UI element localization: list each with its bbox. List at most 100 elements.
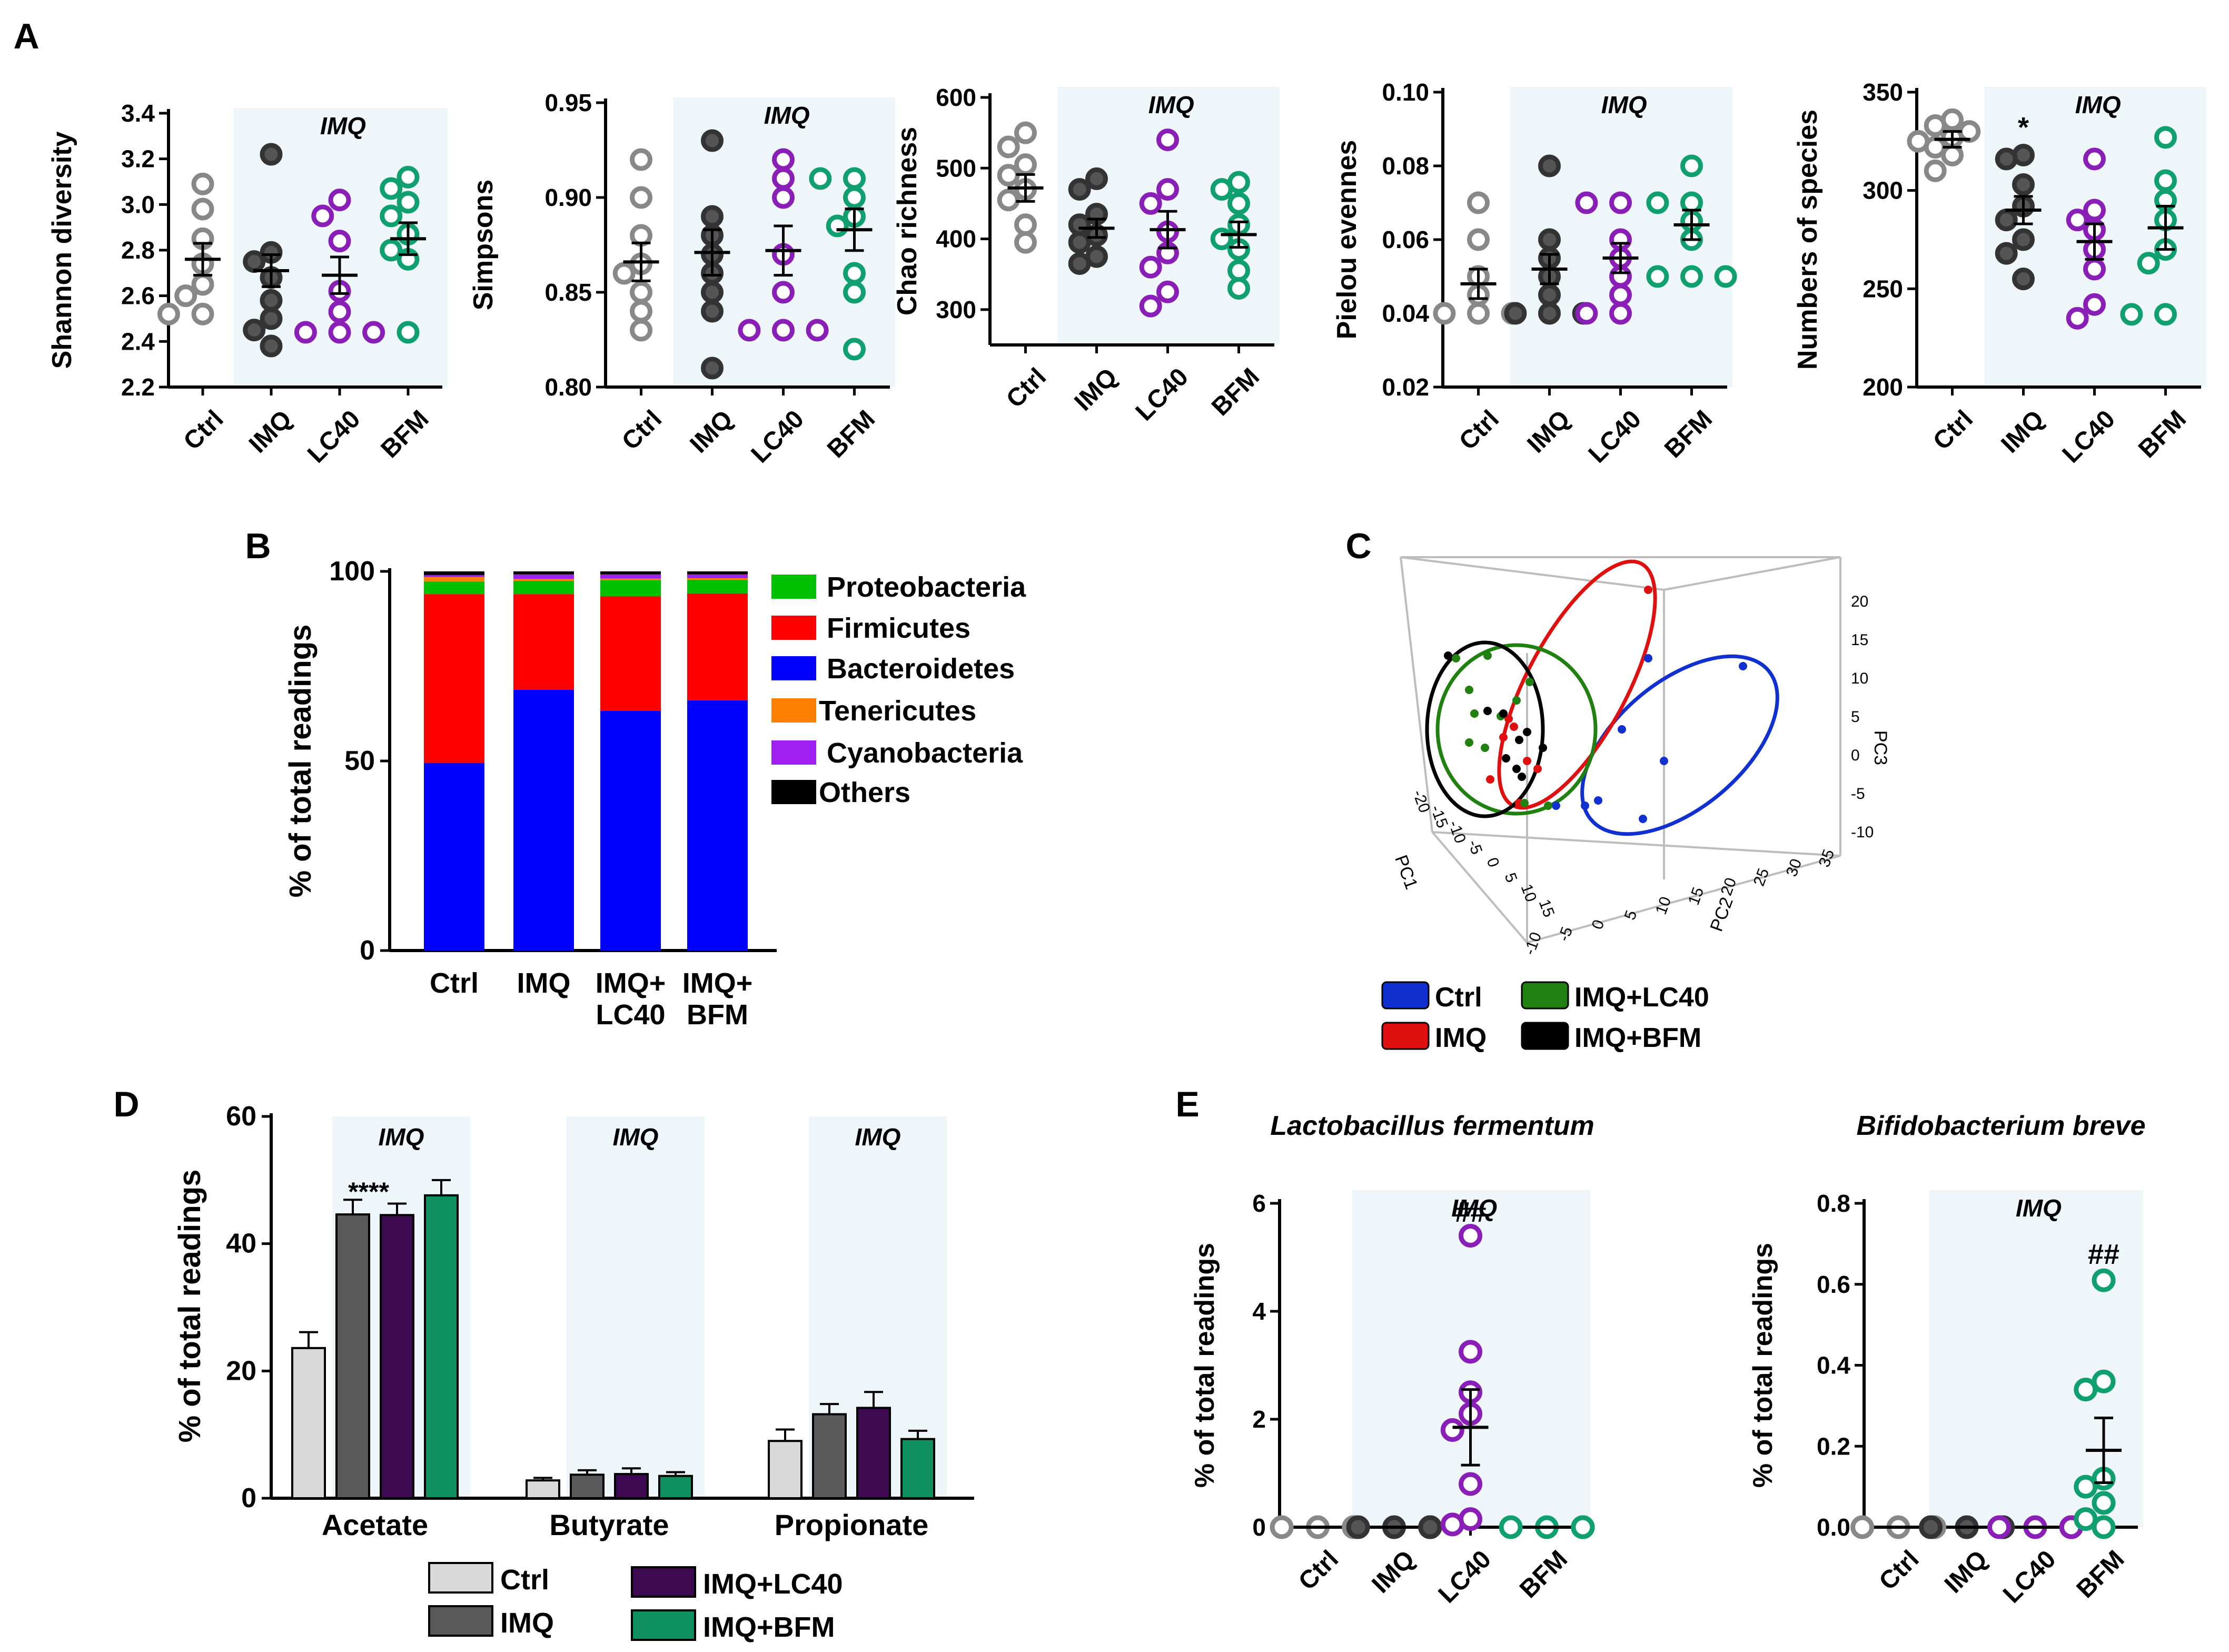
B-legend-swatch xyxy=(771,575,816,599)
B-bar-proteobacteria xyxy=(687,579,748,593)
A4-point-lc40 xyxy=(1609,283,1632,306)
A1-point-lc40 xyxy=(328,189,351,212)
B-category-label: LC40 xyxy=(596,999,665,1031)
B-bar-others xyxy=(687,571,748,575)
A3-point-lc40 xyxy=(1156,178,1179,201)
A2-point-lc40 xyxy=(772,186,795,209)
A3-point-imq xyxy=(1068,231,1091,254)
A3-point-imq xyxy=(1068,178,1091,201)
E1-point-imq xyxy=(1418,1515,1442,1539)
C-pc3-tick: 20 xyxy=(1851,593,1868,610)
A3-ytick-label: 600 xyxy=(936,84,976,111)
D-legend-swatch xyxy=(631,1566,696,1598)
A1-ytick-label: 2.4 xyxy=(121,328,155,355)
C-legend-swatch xyxy=(1521,981,1569,1010)
A3-ylabel: Chao richness xyxy=(892,127,923,315)
A5-point-bfm xyxy=(2154,303,2177,326)
A3-category-ctrl: Ctrl xyxy=(1001,363,1052,413)
E1-point-bfm xyxy=(1499,1515,1523,1539)
A4-imq-label: IMQ xyxy=(1601,91,1647,118)
A2-point-imq xyxy=(701,357,724,380)
A1-point-imq xyxy=(260,307,283,330)
A4-point-imq xyxy=(1538,302,1561,325)
B-bar-bacteroidetes xyxy=(687,700,748,951)
B-bar-others xyxy=(424,571,484,576)
B-legend-firmicutes: Firmicutes xyxy=(827,612,970,644)
B-ytick-label: 50 xyxy=(344,746,375,776)
E2-category-bfm: BFM xyxy=(2072,1545,2130,1604)
D-bar-imq+lc40 xyxy=(614,1473,649,1499)
C-point-imq+bfm xyxy=(1483,707,1492,715)
E1-point-bfm xyxy=(1571,1515,1595,1539)
A2-ytick-label: 0.85 xyxy=(544,279,592,306)
D-category-acetate: Acetate xyxy=(322,1508,428,1541)
C-legend-imq: IMQ xyxy=(1435,1023,1487,1053)
B-legend-swatch xyxy=(771,740,816,765)
A1-point-bfm xyxy=(380,204,403,227)
B-bar-tenericutes xyxy=(424,577,484,582)
C-pc2-tick: -5 xyxy=(1555,925,1576,944)
A2-point-bfm xyxy=(843,167,866,190)
A1-point-lc40 xyxy=(311,204,334,227)
C-pc2-tick: 10 xyxy=(1652,894,1675,917)
A3-ytick-label: 300 xyxy=(936,296,976,323)
C-point-ctrl xyxy=(1639,815,1647,823)
A5-point-imq xyxy=(1995,242,2018,265)
C-pc2-tick: 25 xyxy=(1750,866,1772,888)
A1-point-ctrl xyxy=(157,302,180,325)
B-bar-tenericutes xyxy=(513,579,574,581)
B-bar-cyanobacteria xyxy=(600,574,661,579)
A2-point-bfm xyxy=(843,186,866,209)
B-legend-cyanobacteria: Cyanobacteria xyxy=(827,737,1023,769)
A3-point-lc40 xyxy=(1139,255,1162,279)
A5-point-imq xyxy=(2012,228,2035,251)
C-pc3-tick: 15 xyxy=(1851,631,1868,649)
A3-point-imq xyxy=(1068,252,1091,275)
A4-point-imq xyxy=(1504,302,1527,325)
E2-category-imq: IMQ xyxy=(1939,1545,1993,1599)
A1-category-bfm: BFM xyxy=(376,405,434,463)
A5-ytick-label: 200 xyxy=(1863,373,1903,401)
A1-point-ctrl xyxy=(191,172,214,195)
C-point-ctrl xyxy=(1644,654,1652,662)
C-pc3-tick: 10 xyxy=(1851,670,1868,687)
D-legend-imq+lc40: IMQ+LC40 xyxy=(703,1568,843,1600)
C-point-ctrl xyxy=(1552,802,1560,810)
A2-point-lc40 xyxy=(772,148,795,171)
C-point-imq xyxy=(1510,723,1518,731)
A3-point-bfm xyxy=(1210,227,1233,251)
A2-point-ctrl xyxy=(630,148,652,171)
C-pc2-tick: 30 xyxy=(1783,856,1805,879)
C-point-ctrl xyxy=(1594,796,1602,805)
C-pc1-tick: -10 xyxy=(1445,818,1469,846)
D-bar-imq+bfm xyxy=(900,1438,935,1499)
C-pc1-tick: -5 xyxy=(1464,838,1485,857)
B-ytick-label: 100 xyxy=(329,556,375,587)
A5-category-bfm: BFM xyxy=(2133,405,2192,463)
A1-point-bfm xyxy=(380,239,403,262)
C-point-imq+bfm xyxy=(1512,765,1521,773)
C-box-edge xyxy=(1432,831,1841,857)
C-point-imq xyxy=(1533,765,1542,773)
A4-point-imq xyxy=(1538,228,1561,251)
B-category-label: IMQ+ xyxy=(596,967,666,999)
A3-category-bfm: BFM xyxy=(1206,363,1265,421)
A2-point-lc40 xyxy=(806,319,829,342)
A4-ytick-label: 0.04 xyxy=(1382,300,1429,327)
E2-significance: ## xyxy=(2088,1239,2119,1270)
D-legend-swatch xyxy=(631,1609,696,1641)
D-bar-ctrl xyxy=(768,1440,803,1499)
E1-ytick-label: 2 xyxy=(1252,1406,1266,1433)
A4-category-bfm: BFM xyxy=(1659,405,1718,463)
A2-point-ctrl xyxy=(630,300,652,323)
A5-significance: * xyxy=(2018,112,2029,143)
A1-point-lc40 xyxy=(328,300,351,323)
panel-letter-E: E xyxy=(1175,1084,1199,1124)
A2-point-bfm xyxy=(843,338,866,361)
A2-point-ctrl xyxy=(630,281,652,304)
C-pc3-tick: -10 xyxy=(1851,824,1874,841)
C-pc3-label: PC3 xyxy=(1870,730,1890,765)
E1-ytick-label: 0 xyxy=(1252,1513,1266,1541)
A3-point-ctrl xyxy=(997,189,1020,212)
D-ytick-label: 60 xyxy=(226,1101,256,1132)
